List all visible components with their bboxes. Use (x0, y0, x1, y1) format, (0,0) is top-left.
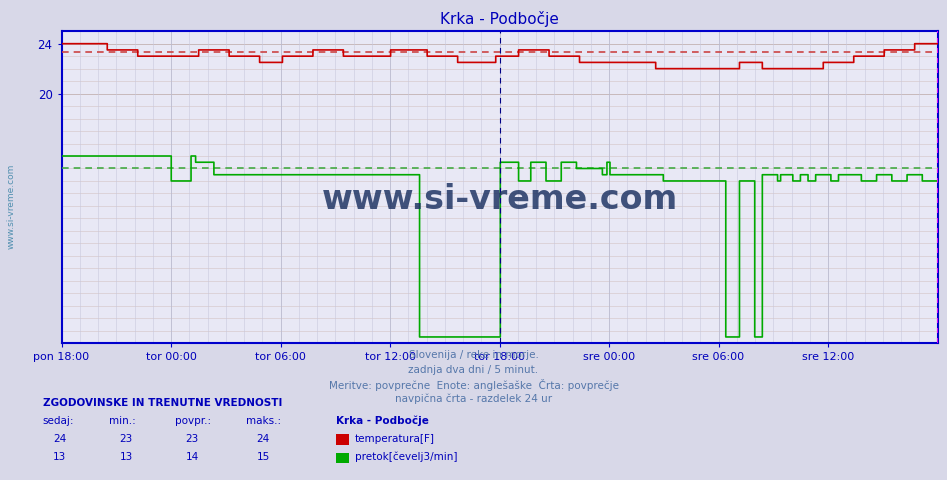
Text: 24: 24 (257, 434, 270, 444)
Text: povpr.:: povpr.: (175, 416, 211, 426)
Text: 15: 15 (257, 452, 270, 462)
Text: 14: 14 (186, 452, 199, 462)
Text: 24: 24 (53, 434, 66, 444)
Text: pretok[čevelj3/min]: pretok[čevelj3/min] (355, 452, 457, 462)
Text: 13: 13 (53, 452, 66, 462)
Text: 23: 23 (119, 434, 133, 444)
Text: temperatura[F]: temperatura[F] (355, 434, 435, 444)
Title: Krka - Podbočje: Krka - Podbočje (440, 11, 559, 27)
Text: min.:: min.: (109, 416, 135, 426)
Text: sedaj:: sedaj: (43, 416, 74, 426)
Text: 23: 23 (186, 434, 199, 444)
Text: 13: 13 (119, 452, 133, 462)
Text: Meritve: povprečne  Enote: anglešaške  Črta: povprečje: Meritve: povprečne Enote: anglešaške Črt… (329, 379, 618, 391)
Text: maks.:: maks.: (246, 416, 281, 426)
Text: zadnja dva dni / 5 minut.: zadnja dva dni / 5 minut. (408, 365, 539, 375)
Text: www.si-vreme.com: www.si-vreme.com (321, 183, 678, 216)
Text: navpična črta - razdelek 24 ur: navpična črta - razdelek 24 ur (395, 394, 552, 404)
Text: ZGODOVINSKE IN TRENUTNE VREDNOSTI: ZGODOVINSKE IN TRENUTNE VREDNOSTI (43, 397, 282, 408)
Text: Slovenija / reke in morje.: Slovenija / reke in morje. (408, 350, 539, 360)
Text: www.si-vreme.com: www.si-vreme.com (7, 164, 16, 249)
Text: Krka - Podbočje: Krka - Podbočje (336, 415, 429, 426)
